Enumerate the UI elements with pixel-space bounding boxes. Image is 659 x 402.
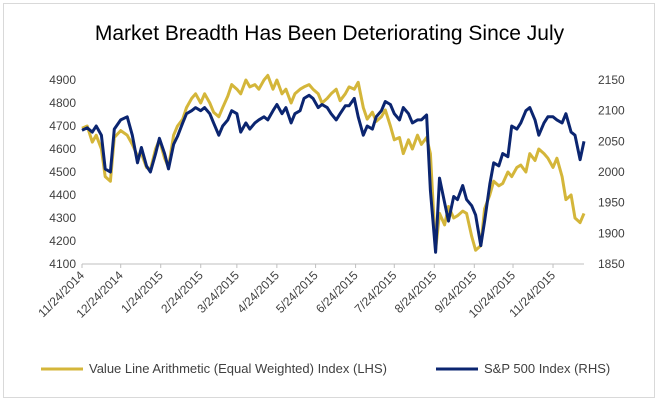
left-tick-label: 4100 xyxy=(49,257,76,271)
legend-item-value-line: Value Line Arithmetic (Equal Weighted) I… xyxy=(41,361,387,376)
left-tick-label: 4900 xyxy=(49,73,76,87)
series-line-value-line xyxy=(81,73,586,252)
left-tick-label: 4600 xyxy=(49,142,76,156)
right-tick-label: 2100 xyxy=(598,104,625,118)
right-tick-label: 1850 xyxy=(598,257,625,271)
x-tick-label: 5/24/2015 xyxy=(273,268,321,316)
chart-frame xyxy=(3,3,655,398)
legend: Value Line Arithmetic (Equal Weighted) I… xyxy=(41,361,610,376)
x-tick-label: 8/24/2015 xyxy=(392,268,440,316)
x-tick-label: 7/24/2015 xyxy=(352,268,400,316)
left-tick-label: 4700 xyxy=(49,119,76,133)
left-tick-label: 4300 xyxy=(49,211,76,225)
left-tick-label: 4400 xyxy=(49,188,76,202)
right-tick-label: 2050 xyxy=(598,134,625,148)
right-tick-label: 1950 xyxy=(598,196,625,210)
right-tick-label: 1900 xyxy=(598,226,625,240)
series-line-sp500 xyxy=(81,93,586,254)
x-tick-label: 1/24/2015 xyxy=(118,268,166,316)
legend-item-sp500: S&P 500 Index (RHS) xyxy=(436,361,610,376)
legend-label: S&P 500 Index (RHS) xyxy=(484,361,610,376)
left-tick-label: 4800 xyxy=(49,96,76,110)
right-tick-label: 2150 xyxy=(598,73,625,87)
chart-title: Market Breadth Has Been Deteriorating Si… xyxy=(94,22,565,45)
series-layer xyxy=(81,73,586,254)
left-tick-label: 4500 xyxy=(49,165,76,179)
right-tick-label: 2000 xyxy=(598,165,625,179)
left-tick-label: 4200 xyxy=(49,234,76,248)
legend-label: Value Line Arithmetic (Equal Weighted) I… xyxy=(89,361,387,376)
